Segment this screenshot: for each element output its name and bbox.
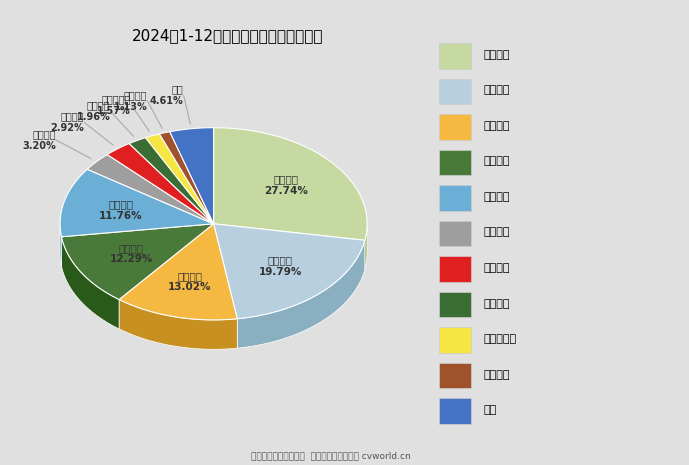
Text: 北汽重卡: 北汽重卡 [484, 299, 510, 308]
Text: 东风公司
13.02%: 东风公司 13.02% [168, 271, 212, 292]
Polygon shape [145, 134, 214, 224]
Text: 中国重汽: 中国重汽 [484, 86, 510, 95]
Text: 数据来源：交强险统计  制图：第一商用车网 cvworld.cn: 数据来源：交强险统计 制图：第一商用车网 cvworld.cn [251, 452, 411, 460]
Text: 福田汽车: 福田汽车 [484, 192, 510, 202]
FancyBboxPatch shape [439, 150, 471, 175]
Polygon shape [214, 128, 367, 240]
Polygon shape [61, 237, 119, 329]
Text: 三一重卡
2.92%: 三一重卡 2.92% [50, 112, 84, 133]
Text: 远程商用车
1.57%: 远程商用车 1.57% [97, 94, 131, 116]
Polygon shape [237, 240, 365, 348]
Text: 徐工汽车
3.20%: 徐工汽车 3.20% [22, 129, 56, 151]
FancyBboxPatch shape [439, 292, 471, 317]
Text: 一汽解放: 一汽解放 [484, 50, 510, 60]
Text: 三一重卡: 三一重卡 [484, 263, 510, 273]
Text: 大运重卡
1.13%: 大运重卡 1.13% [114, 90, 147, 112]
Text: 陕汽集团
12.29%: 陕汽集团 12.29% [110, 243, 153, 264]
Text: 一汽解放
27.74%: 一汽解放 27.74% [265, 175, 309, 196]
Text: 其他: 其他 [484, 405, 497, 415]
Text: 中国重汽
19.79%: 中国重汽 19.79% [258, 255, 302, 277]
Polygon shape [129, 138, 214, 224]
FancyBboxPatch shape [439, 256, 471, 282]
FancyBboxPatch shape [439, 327, 471, 352]
Polygon shape [214, 224, 365, 319]
FancyBboxPatch shape [439, 43, 471, 69]
FancyBboxPatch shape [439, 185, 471, 211]
FancyBboxPatch shape [439, 79, 471, 104]
Text: 北汽重卡
1.96%: 北汽重卡 1.96% [76, 100, 110, 122]
Polygon shape [88, 154, 214, 224]
Text: 东风公司: 东风公司 [484, 121, 510, 131]
Text: 远程商用车: 远程商用车 [484, 334, 517, 344]
FancyBboxPatch shape [439, 363, 471, 388]
Text: 陕汽集团: 陕汽集团 [484, 157, 510, 166]
Polygon shape [365, 226, 367, 270]
Polygon shape [119, 224, 237, 320]
FancyBboxPatch shape [439, 114, 471, 140]
Text: 福田汽车
11.76%: 福田汽车 11.76% [99, 199, 143, 221]
Polygon shape [119, 299, 237, 349]
Polygon shape [60, 169, 214, 237]
Polygon shape [61, 224, 214, 299]
Text: 其他
4.61%: 其他 4.61% [150, 85, 184, 106]
Text: 2024年1-12月牵引车市场终端销售占比: 2024年1-12月牵引车市场终端销售占比 [132, 28, 323, 43]
Polygon shape [60, 225, 61, 266]
Polygon shape [107, 144, 214, 224]
FancyBboxPatch shape [439, 221, 471, 246]
FancyBboxPatch shape [439, 399, 471, 424]
Text: 大运重卡: 大运重卡 [484, 370, 510, 379]
Text: 徐工汽车: 徐工汽车 [484, 227, 510, 238]
Polygon shape [169, 128, 214, 224]
Polygon shape [159, 132, 214, 224]
